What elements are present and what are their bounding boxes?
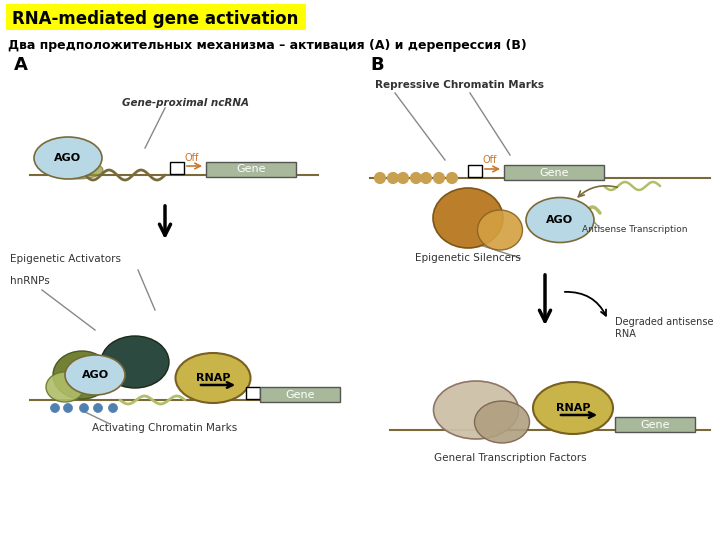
Text: General Transcription Factors: General Transcription Factors — [433, 453, 586, 463]
Ellipse shape — [101, 336, 169, 388]
Ellipse shape — [526, 198, 594, 242]
Circle shape — [397, 172, 408, 184]
Circle shape — [94, 403, 102, 413]
Text: Gene: Gene — [285, 389, 315, 400]
Text: Gene: Gene — [640, 420, 670, 429]
Text: Off: Off — [185, 153, 199, 163]
FancyBboxPatch shape — [504, 165, 604, 180]
Text: Epigenetic Silencers: Epigenetic Silencers — [415, 253, 521, 263]
Circle shape — [374, 172, 385, 184]
Circle shape — [446, 172, 457, 184]
Ellipse shape — [176, 353, 251, 403]
Text: hnRNPs: hnRNPs — [10, 276, 50, 286]
Ellipse shape — [477, 210, 523, 250]
Text: Gene-proximal ncRNA: Gene-proximal ncRNA — [122, 98, 248, 108]
Ellipse shape — [46, 372, 84, 402]
Text: Gene: Gene — [539, 167, 569, 178]
Ellipse shape — [474, 401, 529, 443]
Text: B: B — [370, 56, 384, 74]
Text: RNAP: RNAP — [556, 403, 590, 413]
Text: Activating Chromatin Marks: Activating Chromatin Marks — [92, 423, 238, 433]
Text: Antisense Transcription: Antisense Transcription — [582, 226, 688, 234]
Text: A: A — [14, 56, 28, 74]
FancyBboxPatch shape — [206, 162, 296, 177]
Ellipse shape — [34, 137, 102, 179]
FancyBboxPatch shape — [170, 162, 184, 174]
Text: Gene: Gene — [236, 165, 266, 174]
Text: AGO: AGO — [81, 370, 109, 380]
Text: Два предположительных механизма – активация (A) и дерепрессия (B): Два предположительных механизма – актива… — [8, 39, 527, 52]
FancyBboxPatch shape — [6, 4, 306, 30]
Ellipse shape — [433, 381, 518, 439]
Text: Off: Off — [483, 155, 498, 165]
Ellipse shape — [53, 351, 111, 399]
Text: RNAP: RNAP — [196, 373, 230, 383]
Circle shape — [109, 403, 117, 413]
FancyBboxPatch shape — [615, 417, 695, 432]
Text: Epigenetic Activators: Epigenetic Activators — [10, 254, 121, 264]
Circle shape — [433, 172, 444, 184]
Circle shape — [420, 172, 431, 184]
Text: RNA-mediated gene activation: RNA-mediated gene activation — [12, 10, 298, 28]
Text: Repressive Chromatin Marks: Repressive Chromatin Marks — [375, 80, 544, 90]
Text: AGO: AGO — [55, 153, 81, 163]
Text: Degraded antisense
RNA: Degraded antisense RNA — [615, 317, 714, 339]
FancyBboxPatch shape — [468, 165, 482, 177]
FancyBboxPatch shape — [260, 387, 340, 402]
Ellipse shape — [53, 161, 103, 179]
Ellipse shape — [533, 382, 613, 434]
Circle shape — [79, 403, 89, 413]
Text: AGO: AGO — [546, 215, 574, 225]
Circle shape — [63, 403, 73, 413]
Circle shape — [410, 172, 421, 184]
Ellipse shape — [433, 188, 503, 248]
Ellipse shape — [65, 355, 125, 395]
Circle shape — [50, 403, 60, 413]
FancyBboxPatch shape — [246, 387, 260, 399]
Circle shape — [387, 172, 398, 184]
